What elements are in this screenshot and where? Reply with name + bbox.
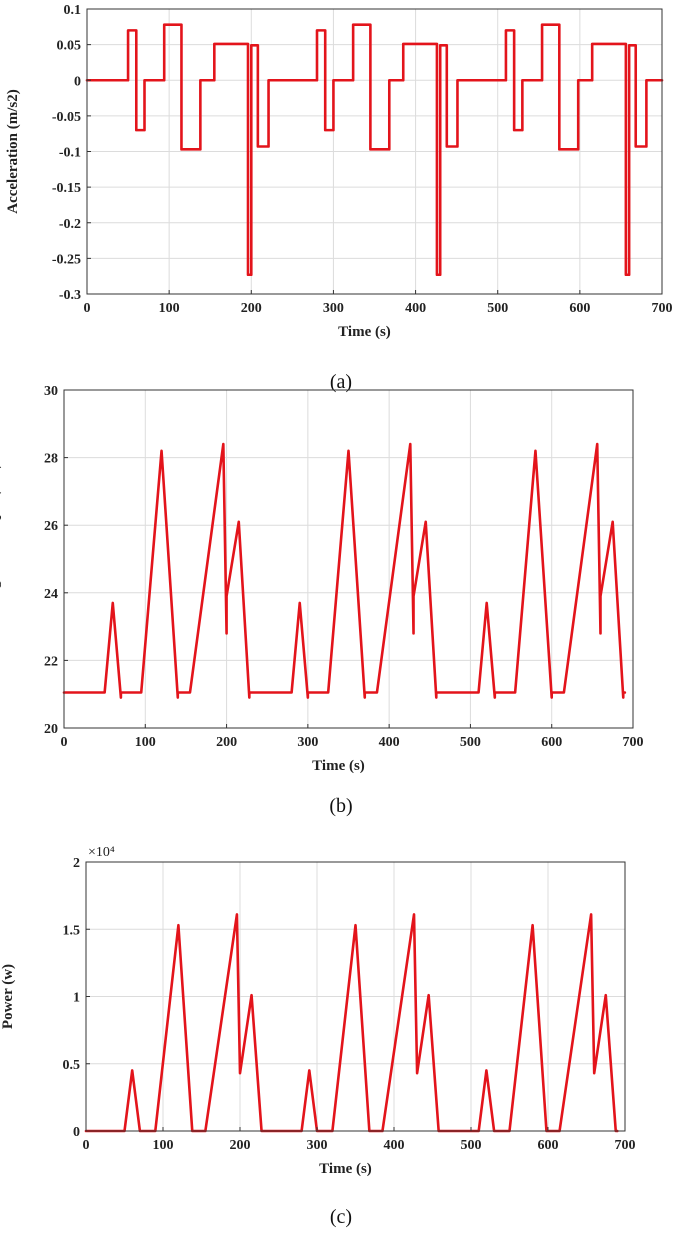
- plot-frame: [63, 389, 634, 729]
- x-tick-label: 700: [615, 1138, 636, 1153]
- data-series-line: [62, 442, 627, 699]
- panel-caption: (c): [330, 1206, 352, 1228]
- y-tick-label: 22: [44, 654, 58, 669]
- x-tick-label: 300: [297, 735, 318, 750]
- y-tick-label: 26: [44, 519, 58, 534]
- x-tick-label: 200: [230, 1138, 251, 1153]
- y-tick-label: 20: [44, 722, 58, 737]
- y-tick-label: -0.15: [52, 181, 81, 196]
- x-tick-label: 500: [487, 301, 508, 316]
- x-tick-label: 600: [538, 1138, 559, 1153]
- x-tick-label: 700: [652, 301, 673, 316]
- x-tick-label: 300: [307, 1138, 328, 1153]
- y-axis-label: Acceleration (m/s2): [5, 89, 21, 214]
- y-tick-label: 2: [73, 856, 80, 871]
- x-axis-label: Time (s): [319, 1161, 372, 1177]
- x-tick-label: 600: [541, 735, 562, 750]
- x-tick-label: 300: [323, 301, 344, 316]
- y-tick-label: 28: [44, 452, 58, 467]
- y-tick-label: -0.05: [52, 110, 81, 125]
- x-tick-label: 400: [405, 301, 426, 316]
- x-tick-label: 0: [84, 301, 91, 316]
- y-tick-label: -0.1: [59, 146, 81, 161]
- y-tick-label: -0.3: [59, 288, 81, 303]
- y-tick-label: 0: [73, 1125, 80, 1140]
- y-tick-label: 1: [73, 991, 80, 1006]
- x-tick-label: 100: [135, 735, 156, 750]
- x-tick-label: 400: [384, 1138, 405, 1153]
- data-series-line: [84, 913, 619, 1133]
- y-tick-label: 30: [44, 384, 58, 399]
- chart-panel-0: 0 100 200 300 400 500 600 700 -0.3 -0.25 -0.2 -0.15…: [5, 3, 673, 393]
- y-tick-label: -0.25: [52, 252, 81, 267]
- x-tick-label: 500: [460, 735, 481, 750]
- x-tick-label: 0: [61, 735, 68, 750]
- chart-panel-2: 0 100 200 300 400 500 600 700 0 0.5 1 1.5 2 ×10⁴ Time …: [0, 845, 636, 1228]
- y-tick-label: 0.5: [63, 1058, 81, 1073]
- chart-panel-1: 0 100 200 300 400 500 600 700 20 22 24 26 28 30 Time (…: [0, 384, 644, 817]
- panel-caption: (b): [329, 795, 352, 817]
- x-tick-label: 500: [461, 1138, 482, 1153]
- y-tick-label: 0.05: [57, 39, 82, 54]
- x-tick-label: 400: [379, 735, 400, 750]
- y-tick-label: 0: [74, 74, 81, 89]
- x-axis-label: Time (s): [312, 758, 365, 774]
- x-axis-label: Time (s): [338, 324, 391, 340]
- y-axis-label: Power (w): [0, 964, 16, 1029]
- data-series-line: [85, 23, 664, 277]
- x-tick-label: 100: [153, 1138, 174, 1153]
- x-tick-label: 600: [569, 301, 590, 316]
- y-tick-label: -0.2: [59, 217, 81, 232]
- panel-caption: (a): [330, 371, 352, 393]
- x-tick-label: 700: [623, 735, 644, 750]
- x-tick-label: 0: [83, 1138, 90, 1153]
- y-tick-label: 0.1: [64, 3, 82, 18]
- y-axis-label: Electromagnetic Torque (Nm): [0, 463, 2, 654]
- x-tick-label: 200: [241, 301, 262, 316]
- x-tick-label: 200: [216, 735, 237, 750]
- y-tick-label: 24: [44, 587, 58, 602]
- y-tick-label: 1.5: [63, 923, 81, 938]
- x-tick-label: 100: [159, 301, 180, 316]
- y-scale-label: ×10⁴: [88, 845, 115, 860]
